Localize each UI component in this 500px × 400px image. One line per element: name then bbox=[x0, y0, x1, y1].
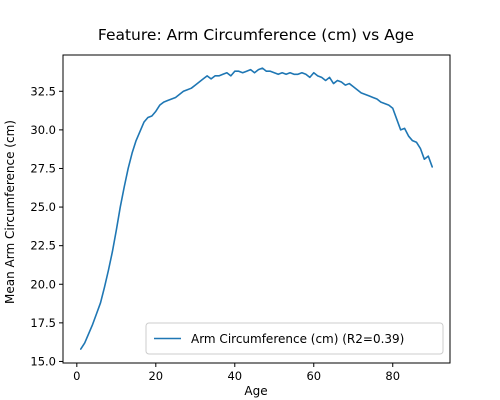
x-tick-label: 0 bbox=[73, 369, 80, 383]
plot-area bbox=[79, 67, 434, 350]
series-line-0 bbox=[79, 67, 434, 350]
chart-title: Feature: Arm Circumference (cm) vs Age bbox=[98, 26, 414, 44]
y-tick-label: 17.5 bbox=[30, 316, 56, 330]
legend-box bbox=[145, 322, 444, 355]
legend: Arm Circumference (cm) (R2=0.39) bbox=[145, 322, 444, 355]
x-tick-label: 40 bbox=[227, 369, 242, 383]
y-tick-label: 15.0 bbox=[30, 354, 56, 368]
x-tick-label: 80 bbox=[385, 369, 400, 383]
x-axis-label: Age bbox=[244, 384, 267, 398]
plot-frame bbox=[62, 54, 451, 364]
y-tick-label: 32.5 bbox=[30, 84, 56, 98]
x-tick-label: 60 bbox=[306, 369, 321, 383]
y-tick-label: 22.5 bbox=[30, 239, 56, 253]
legend-label: Arm Circumference (cm) (R2=0.39) bbox=[191, 332, 404, 346]
y-tick-label: 27.5 bbox=[30, 161, 56, 175]
y-tick-label: 25.0 bbox=[30, 200, 56, 214]
axes: 0 20 40 60 80 15.0 17.5 20.0 22.5 25.0 27.5 30.0 32.… bbox=[30, 54, 451, 383]
x-tick-label: 20 bbox=[148, 369, 163, 383]
y-axis-label: Mean Arm Circumference (cm) bbox=[3, 120, 17, 304]
y-tick-label: 20.0 bbox=[30, 277, 56, 291]
y-tick-label: 30.0 bbox=[30, 123, 56, 137]
